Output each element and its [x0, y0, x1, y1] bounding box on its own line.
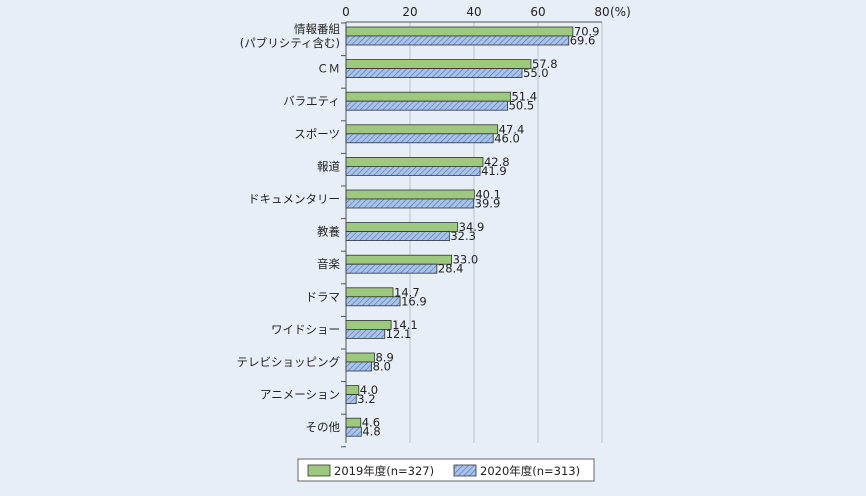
category-label: ワイドショー	[271, 322, 340, 336]
bar-2019	[345, 59, 532, 69]
bar-2020	[345, 165, 481, 176]
category-label: 情報番組	[294, 22, 340, 36]
x-axis-unit-label: (%)	[610, 5, 631, 19]
category-label: 報道	[317, 159, 340, 173]
bar-2019	[345, 352, 375, 363]
data-label: 14.1	[392, 318, 418, 332]
data-label: 33.0	[453, 253, 479, 267]
data-label: 40.1	[475, 188, 501, 202]
data-label: 3.2	[357, 392, 375, 406]
bar-2019	[345, 26, 574, 37]
data-label: 50.5	[509, 99, 535, 113]
x-tick-label: 40	[466, 5, 481, 19]
data-label: 8.9	[375, 351, 393, 365]
category-label: スポーツ	[294, 127, 340, 141]
data-label: 46.0	[494, 131, 520, 145]
bar-2020	[345, 100, 509, 111]
data-label: 32.3	[450, 229, 476, 243]
data-label: 16.9	[401, 294, 427, 308]
data-label: 41.9	[481, 164, 507, 178]
legend-label: 2019年度(n=327)	[334, 464, 434, 478]
bar-2020	[345, 198, 475, 209]
category-label: 音楽	[317, 257, 340, 271]
category-label: ドラマ	[306, 290, 341, 304]
plot-area: 0 20 40 60 80 (%) 情報番組(パブリシティ含む) 70.969.6 ＣＭ 57.8…	[237, 5, 631, 482]
legend-label: 2020年度(n=313)	[480, 464, 580, 478]
x-tick-label: 60	[530, 5, 545, 19]
category-label: アニメーション	[260, 388, 340, 402]
data-label: 57.8	[532, 57, 558, 71]
category-label: テレビショッピング	[237, 355, 341, 369]
legend-swatch	[307, 464, 331, 477]
data-label: 34.9	[459, 220, 485, 234]
bar-2019	[345, 189, 475, 200]
bar-2020	[345, 68, 523, 78]
data-label: 42.8	[484, 155, 510, 169]
data-label: 28.4	[438, 262, 464, 276]
data-label: 55.0	[523, 66, 549, 80]
data-label: 70.9	[574, 25, 600, 39]
category-label: その他	[306, 420, 341, 434]
bar-2020	[345, 426, 362, 437]
data-label: 47.4	[499, 122, 525, 136]
data-label: 14.7	[394, 285, 420, 299]
bar-2019	[345, 417, 362, 428]
bar-2019	[345, 319, 392, 330]
bar-2020	[345, 361, 373, 372]
legend-box	[297, 458, 595, 482]
data-label: 51.4	[511, 90, 537, 104]
bar-2019	[345, 287, 394, 298]
data-label: 4.8	[362, 425, 380, 439]
data-label: 39.9	[475, 197, 501, 211]
bar-2019	[345, 91, 511, 102]
bar-2019	[345, 222, 459, 233]
category-label: バラエティ	[283, 94, 340, 108]
bar-2020	[345, 35, 570, 46]
legend-swatch	[453, 464, 477, 477]
category-label: ドキュメンタリー	[248, 192, 340, 206]
bar-2019	[345, 156, 484, 167]
bar-2020	[345, 328, 386, 339]
x-tick-label: 0	[342, 5, 350, 19]
data-label: 4.6	[362, 416, 380, 430]
data-label: 12.1	[386, 327, 412, 341]
category-label: ＣＭ	[317, 62, 340, 76]
category-label: (パブリシティ含む)	[240, 36, 340, 50]
bar-2020	[345, 394, 357, 405]
bar-2019	[345, 254, 452, 265]
x-tick-label: 20	[402, 5, 417, 19]
category-label: 教養	[317, 225, 340, 239]
bar-2019	[345, 124, 499, 135]
data-label: 69.6	[570, 34, 596, 48]
x-tick-label: 80	[594, 5, 609, 19]
data-label: 4.0	[360, 383, 378, 397]
bar-2020	[345, 133, 494, 144]
bar-2020	[345, 231, 450, 242]
data-label: 8.0	[373, 360, 391, 374]
bar-2020	[345, 296, 401, 307]
bar-2020	[345, 263, 438, 274]
